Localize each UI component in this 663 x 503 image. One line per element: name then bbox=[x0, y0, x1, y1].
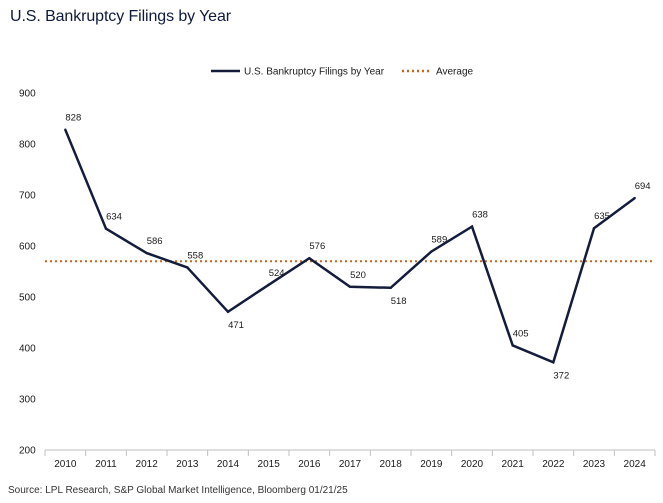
x-tick-label: 2016 bbox=[298, 459, 321, 470]
data-label: 634 bbox=[106, 212, 122, 223]
y-tick-label: 500 bbox=[19, 293, 36, 304]
y-tick-label: 200 bbox=[19, 446, 36, 457]
x-tick-label: 2021 bbox=[502, 459, 525, 470]
y-tick-label: 300 bbox=[19, 395, 36, 406]
data-point bbox=[145, 251, 148, 255]
data-label: 694 bbox=[635, 181, 651, 192]
data-point bbox=[267, 283, 270, 286]
data-label: 589 bbox=[431, 235, 447, 246]
x-tick-label: 2010 bbox=[54, 459, 77, 470]
y-tick-label: 800 bbox=[19, 140, 36, 151]
data-label: 518 bbox=[391, 296, 407, 307]
y-tick-label: 600 bbox=[19, 242, 36, 253]
x-axis: 2010 2011 2012 2013 2014 2015 2016 2017 2018 2019… bbox=[44, 449, 656, 470]
data-point bbox=[348, 285, 352, 288]
y-tick-label: 700 bbox=[19, 191, 36, 202]
data-point bbox=[308, 257, 311, 260]
x-tick-label: 2024 bbox=[624, 459, 647, 470]
y-tick-label: 400 bbox=[19, 344, 36, 355]
legend-label-series: U.S. Bankruptcy Filings by Year bbox=[244, 67, 385, 78]
x-tick-label: 2020 bbox=[461, 459, 484, 470]
data-point bbox=[470, 225, 474, 228]
data-point bbox=[389, 286, 392, 290]
data-label: 524 bbox=[269, 268, 285, 279]
chart-title: U.S. Bankruptcy Filings by Year bbox=[10, 8, 232, 25]
x-tick-label: 2017 bbox=[339, 459, 362, 470]
data-point bbox=[186, 266, 189, 269]
source-note: Source: LPL Research, S&P Global Market … bbox=[8, 485, 348, 496]
data-label: 635 bbox=[594, 211, 610, 222]
data-label: 576 bbox=[309, 241, 325, 252]
data-point bbox=[64, 128, 67, 131]
plot-area: 828 634 586 558 471 524 576 520 518 589 638 405 372 6… bbox=[45, 113, 655, 381]
x-tick-label: 2013 bbox=[176, 459, 199, 470]
data-label: 828 bbox=[65, 113, 81, 124]
data-label: 471 bbox=[228, 320, 244, 331]
x-tick-label: 2018 bbox=[380, 459, 403, 470]
data-label: 520 bbox=[350, 270, 366, 281]
x-tick-label: 2019 bbox=[420, 459, 443, 470]
x-tick-label: 2022 bbox=[542, 459, 565, 470]
data-label: 558 bbox=[187, 250, 203, 261]
data-point bbox=[511, 344, 514, 347]
x-tick-label: 2014 bbox=[217, 459, 240, 470]
y-axis: 200 300 400 500 600 700 800 900 bbox=[19, 89, 36, 457]
data-label: 638 bbox=[472, 210, 488, 221]
data-label: 405 bbox=[513, 328, 529, 339]
data-point bbox=[226, 310, 230, 313]
legend-label-average: Average bbox=[436, 67, 474, 78]
data-point bbox=[633, 196, 636, 200]
data-label: 372 bbox=[553, 370, 569, 381]
x-tick-label: 2015 bbox=[258, 459, 281, 470]
data-point bbox=[592, 226, 596, 230]
x-tick-label: 2012 bbox=[136, 459, 159, 470]
x-tick-label: 2023 bbox=[583, 459, 606, 470]
legend: U.S. Bankruptcy Filings by Year Average bbox=[211, 67, 474, 78]
y-tick-label: 900 bbox=[19, 89, 36, 100]
data-point bbox=[430, 250, 433, 253]
x-tick-label: 2011 bbox=[95, 459, 117, 470]
data-label: 586 bbox=[147, 236, 163, 247]
data-point bbox=[104, 227, 108, 230]
data-point bbox=[552, 361, 555, 364]
